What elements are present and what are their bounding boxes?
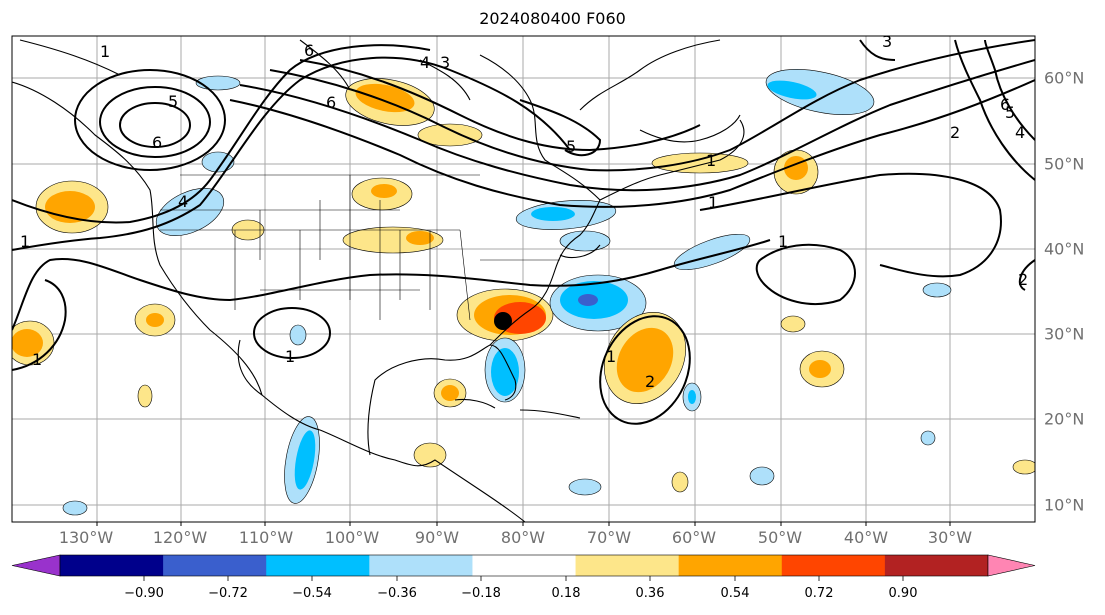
contour-label: 6 [1000, 95, 1010, 114]
colorbar-tick-label: 0.18 [551, 586, 581, 601]
contour-label: 1 [32, 350, 42, 369]
colorbar-tick-label: 0.90 [888, 586, 918, 601]
lon-label: 130°W [58, 528, 114, 547]
colorbar-tick-label: −0.72 [208, 586, 248, 601]
contour-label: 6 [326, 93, 336, 112]
lon-label: 60°W [671, 528, 717, 547]
lat-label: 60°N [1044, 68, 1085, 88]
contour-label: 1 [606, 347, 616, 366]
colorbar-tick-label: −0.54 [292, 586, 332, 601]
contour-label: 5 [1005, 103, 1015, 122]
lon-label: 50°W [757, 528, 803, 547]
colorbar-tick-label: 0.54 [720, 586, 750, 601]
contour-label: 3 [440, 53, 450, 72]
contour-label: 3 [882, 32, 892, 51]
colorbar-tick-label: −0.90 [124, 586, 164, 601]
lon-label: 30°W [927, 528, 973, 547]
contour-label: 1 [285, 347, 295, 366]
lon-label: 120°W [152, 528, 208, 547]
contour-label: 1 [100, 42, 110, 61]
contour-label: 5 [168, 92, 178, 111]
contour-label: 6 [152, 133, 162, 152]
storm-center-dot [494, 312, 512, 330]
contour-label-group: 5 6 1 1 6 4 3 6 5 4 1 2 3 5 4 6 1 2 1 1 … [20, 32, 1028, 391]
contour-label: 1 [778, 232, 788, 251]
coastlines [12, 39, 745, 522]
contour-label: 1 [20, 232, 30, 251]
lon-label: 110°W [238, 528, 294, 547]
contour-label: 2 [1018, 270, 1028, 289]
contour-label: 1 [706, 151, 716, 170]
contour-label: 2 [645, 372, 655, 391]
colorbar-tick-label: −0.18 [461, 586, 501, 601]
contour-label: 4 [1015, 123, 1025, 142]
lat-label: 20°N [1044, 409, 1085, 429]
contour-label: 6 [304, 41, 314, 60]
contour-label: 4 [178, 192, 188, 211]
lat-label: 50°N [1044, 154, 1085, 174]
lon-label: 90°W [414, 528, 460, 547]
lat-label: 40°N [1044, 239, 1085, 259]
colorbar-tick-label: −0.36 [377, 586, 417, 601]
colorbar-tick-label: 0.36 [635, 586, 665, 601]
map-title: 2024080400 F060 [479, 9, 626, 28]
lon-label: 100°W [324, 528, 380, 547]
contour-label: 1 [708, 193, 718, 212]
contour-label: 5 [566, 137, 576, 156]
colorbar-tick-label: 0.72 [804, 586, 834, 601]
lon-label: 40°W [843, 528, 889, 547]
contour-label: 2 [950, 123, 960, 142]
lat-label: 30°N [1044, 324, 1085, 344]
contour-lines [12, 39, 1035, 425]
contour-label: 4 [420, 53, 430, 72]
lon-label: 70°W [586, 528, 632, 547]
anomaly-shading [12, 69, 1035, 516]
lon-label: 80°W [500, 528, 546, 547]
axis-ticks [96, 522, 951, 526]
lat-label: 10°N [1044, 495, 1085, 515]
state-borders [160, 174, 560, 321]
